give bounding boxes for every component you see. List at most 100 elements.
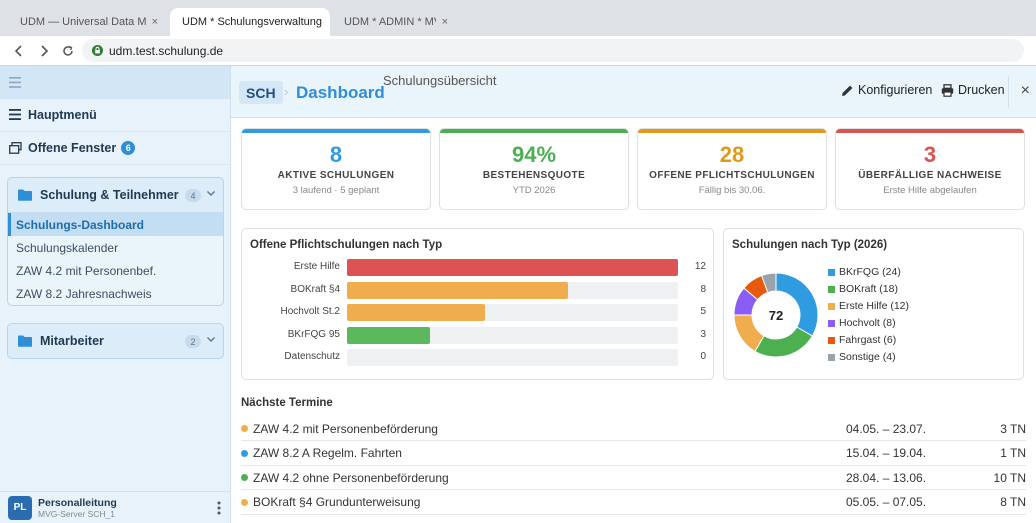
kpi-subtext: YTD 2026 bbox=[512, 185, 556, 196]
browser-tab-admin[interactable]: UDM * ADMIN * MVG × bbox=[332, 8, 456, 36]
close-icon[interactable]: × bbox=[1020, 82, 1030, 99]
kpi-label: AKTIVE SCHULUNGEN bbox=[277, 170, 395, 181]
avatar: PL bbox=[8, 495, 32, 520]
sidebar-item-schulungs-dashboard[interactable]: Schulungs-Dashboard bbox=[8, 213, 223, 236]
group-count-badge: 2 bbox=[185, 335, 201, 348]
hamburger-icon[interactable] bbox=[9, 77, 21, 88]
bar-track bbox=[347, 259, 678, 276]
list-icon bbox=[9, 108, 22, 122]
legend-label: Fahrgast (6) bbox=[839, 334, 897, 346]
kpi-accent-bar bbox=[440, 129, 628, 133]
browser-tab-schulungsverwaltung[interactable]: UDM * Schulungsverwaltung * M bbox=[170, 8, 330, 36]
donut-chart: 72 bbox=[733, 272, 819, 358]
group-header-mitarbeiter[interactable]: Mitarbeiter 2 bbox=[8, 324, 223, 358]
group-items: Schulungs-Dashboard Schulungskalender ZA… bbox=[8, 212, 223, 305]
termin-participants: 3 TN bbox=[1000, 421, 1026, 436]
kpi-value: 94% bbox=[511, 142, 557, 167]
tab-close-icon[interactable]: × bbox=[441, 16, 448, 28]
bar[interactable] bbox=[347, 281, 568, 299]
kpi-accent-bar bbox=[836, 129, 1024, 133]
tab-label: UDM — Universal Data Manag... bbox=[20, 16, 146, 28]
page-title: Dashboard bbox=[296, 83, 385, 102]
folder-icon bbox=[18, 189, 32, 201]
list-item[interactable]: ZAW 8.2 A Regelm. Fahrten 15.04. – 19.04.… bbox=[241, 442, 1026, 466]
chevron-down-icon[interactable] bbox=[205, 187, 217, 199]
chart-panel-offene-pflichtschulungen: Offene Pflichtschulungen nach Typ Erste … bbox=[241, 228, 714, 380]
group-header-schulung[interactable]: Schulung & Teilnehmer 4 bbox=[8, 178, 223, 212]
open-windows-count-badge: 6 bbox=[121, 141, 136, 155]
sidebar-toggle[interactable] bbox=[0, 66, 230, 99]
lock-icon bbox=[92, 45, 103, 56]
bar[interactable] bbox=[347, 326, 430, 344]
list-item[interactable]: ZAW 4.2 ohne Personenbeförderung 28.04. –… bbox=[241, 466, 1026, 490]
main-menu-label: Hauptmenü bbox=[28, 108, 97, 122]
reload-icon[interactable] bbox=[58, 41, 78, 61]
kpi-card-ueberfaellige-nachweise[interactable]: 3 ÜBERFÄLLIGE NACHWEISE Erste Hilfe abge… bbox=[835, 128, 1025, 210]
termin-date: 15.04. – 19.04. bbox=[846, 446, 927, 460]
module-chip[interactable]: SCH bbox=[239, 81, 283, 104]
page-subtitle: Schulungsübersicht bbox=[383, 73, 497, 88]
sidebar-item-zaw-82[interactable]: ZAW 8.2 Jahresnachweis bbox=[16, 286, 152, 301]
kpi-card-bestehensquote[interactable]: 94% BESTEHENSQUOTE YTD 2026 bbox=[439, 128, 629, 210]
status-dot bbox=[241, 498, 248, 506]
user-name: Personalleitung bbox=[38, 496, 117, 509]
termin-name: ZAW 4.2 mit Personenbeförderung bbox=[253, 421, 438, 436]
sidebar: Hauptmenü Offene Fenster 6 Schulung & Te… bbox=[0, 66, 231, 523]
bar-track bbox=[347, 326, 678, 344]
kpi-label: BESTEHENSQUOTE bbox=[482, 170, 586, 181]
legend-swatch bbox=[828, 353, 835, 361]
list-item[interactable]: BOKraft §4 Grundunterweisung 05.05. – 07.… bbox=[241, 491, 1026, 515]
back-arrow-icon[interactable] bbox=[9, 41, 29, 61]
sidebar-open-windows[interactable]: Offene Fenster 6 bbox=[0, 132, 230, 165]
termin-participants: 10 TN bbox=[993, 470, 1026, 485]
bar-value-label: 3 bbox=[700, 328, 706, 340]
bar-value-label: 5 bbox=[700, 306, 706, 317]
print-label: Drucken bbox=[958, 83, 1005, 97]
tab-close-icon[interactable]: × bbox=[151, 16, 158, 28]
legend-swatch bbox=[828, 302, 835, 310]
sidebar-item-zaw-42[interactable]: ZAW 4.2 mit Personenbef. bbox=[16, 263, 157, 278]
kpi-accent-bar bbox=[242, 129, 430, 133]
breadcrumb-separator: › bbox=[284, 84, 289, 99]
bar[interactable] bbox=[347, 304, 485, 321]
kpi-card-offene-pflichtschulungen[interactable]: 28 OFFENE PFLICHTSCHULUNGEN Fällig bis 3… bbox=[637, 128, 827, 210]
kpi-subtext: 3 laufend · 5 geplant bbox=[292, 185, 380, 196]
donut-slice[interactable] bbox=[760, 272, 777, 294]
kpi-card-aktive-schulungen[interactable]: 8 AKTIVE SCHULUNGEN 3 laufend · 5 geplan… bbox=[241, 128, 431, 210]
chart-panel-schulungen-nach-typ: Schulungen nach Typ (2026) 72 BKrFQG (24… bbox=[723, 228, 1024, 380]
sidebar-main-menu[interactable]: Hauptmenü bbox=[0, 99, 230, 132]
termin-date: 28.04. – 13.06. bbox=[846, 470, 927, 485]
legend-swatch bbox=[828, 336, 835, 344]
donut-hole bbox=[753, 292, 799, 338]
chevron-down-icon[interactable] bbox=[205, 333, 217, 345]
legend-swatch bbox=[828, 285, 835, 293]
configure-button[interactable]: Konfigurieren bbox=[841, 83, 932, 97]
windows-icon bbox=[9, 141, 22, 155]
legend-item: Erste Hilfe (12) bbox=[828, 300, 909, 312]
bar-category-label: BOKraft §4 bbox=[290, 283, 340, 295]
browser-tab-udm-universal[interactable]: UDM — Universal Data Manag... × bbox=[8, 8, 166, 36]
kpi-value: 8 bbox=[329, 142, 343, 167]
forward-arrow-icon[interactable] bbox=[34, 41, 54, 61]
print-button[interactable]: Drucken bbox=[941, 83, 1005, 97]
section-title-naechste-termine: Nächste Termine bbox=[241, 397, 333, 409]
legend-label: Erste Hilfe (12) bbox=[839, 300, 910, 312]
sidebar-group-mitarbeiter: Mitarbeiter 2 bbox=[7, 323, 224, 359]
kpi-subtext: Fällig bis 30.06. bbox=[698, 185, 766, 196]
url-text: udm.test.schulung.de bbox=[109, 43, 224, 58]
list-item[interactable]: ZAW 4.2 mit Personenbeförderung 04.05. – … bbox=[241, 417, 1026, 441]
bar-value-label: 0 bbox=[700, 351, 706, 362]
bar[interactable] bbox=[347, 259, 678, 276]
tab-label: UDM * Schulungsverwaltung * M bbox=[182, 16, 322, 28]
pencil-icon bbox=[842, 85, 853, 96]
legend-item: Sonstige (4) bbox=[828, 351, 896, 363]
sidebar-item-schulungskalender[interactable]: Schulungskalender bbox=[16, 240, 119, 255]
user-panel[interactable]: PL Personalleitung MVG-Server SCH_1 bbox=[0, 491, 230, 523]
kebab-menu-icon[interactable] bbox=[217, 501, 221, 515]
browser-address-bar: udm.test.schulung.de bbox=[0, 36, 1036, 66]
main-content: SCH › Dashboard Schulungsübersicht Konfi… bbox=[231, 66, 1036, 523]
url-field[interactable]: udm.test.schulung.de bbox=[82, 39, 1024, 62]
termin-participants: 8 TN bbox=[1000, 495, 1026, 509]
bar-category-label: Erste Hilfe bbox=[293, 261, 340, 272]
bar-value-label: 8 bbox=[700, 283, 706, 295]
